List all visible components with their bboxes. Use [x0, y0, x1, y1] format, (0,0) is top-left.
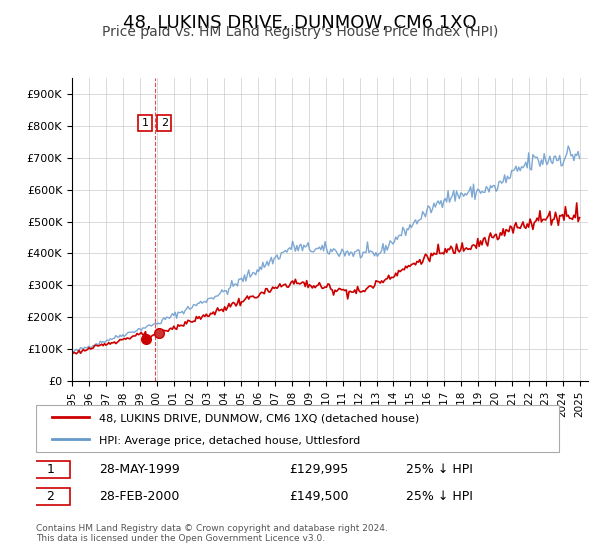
Text: Price paid vs. HM Land Registry's House Price Index (HPI): Price paid vs. HM Land Registry's House … [102, 25, 498, 39]
Text: 2: 2 [161, 118, 168, 128]
Text: 1: 1 [142, 118, 148, 128]
FancyBboxPatch shape [36, 405, 559, 451]
Text: 48, LUKINS DRIVE, DUNMOW, CM6 1XQ: 48, LUKINS DRIVE, DUNMOW, CM6 1XQ [123, 14, 477, 32]
Text: 28-FEB-2000: 28-FEB-2000 [100, 489, 180, 503]
Text: 1: 1 [46, 463, 54, 476]
Text: £129,995: £129,995 [289, 463, 349, 476]
Text: 48, LUKINS DRIVE, DUNMOW, CM6 1XQ (detached house): 48, LUKINS DRIVE, DUNMOW, CM6 1XQ (detac… [100, 413, 419, 423]
Text: £149,500: £149,500 [289, 489, 349, 503]
Text: 2: 2 [46, 489, 54, 503]
Text: 25% ↓ HPI: 25% ↓ HPI [406, 489, 472, 503]
Text: 28-MAY-1999: 28-MAY-1999 [100, 463, 180, 476]
Text: 25% ↓ HPI: 25% ↓ HPI [406, 463, 472, 476]
FancyBboxPatch shape [31, 488, 70, 505]
Text: Contains HM Land Registry data © Crown copyright and database right 2024.
This d: Contains HM Land Registry data © Crown c… [36, 524, 388, 543]
Text: HPI: Average price, detached house, Uttlesford: HPI: Average price, detached house, Uttl… [100, 436, 361, 446]
FancyBboxPatch shape [31, 461, 70, 478]
